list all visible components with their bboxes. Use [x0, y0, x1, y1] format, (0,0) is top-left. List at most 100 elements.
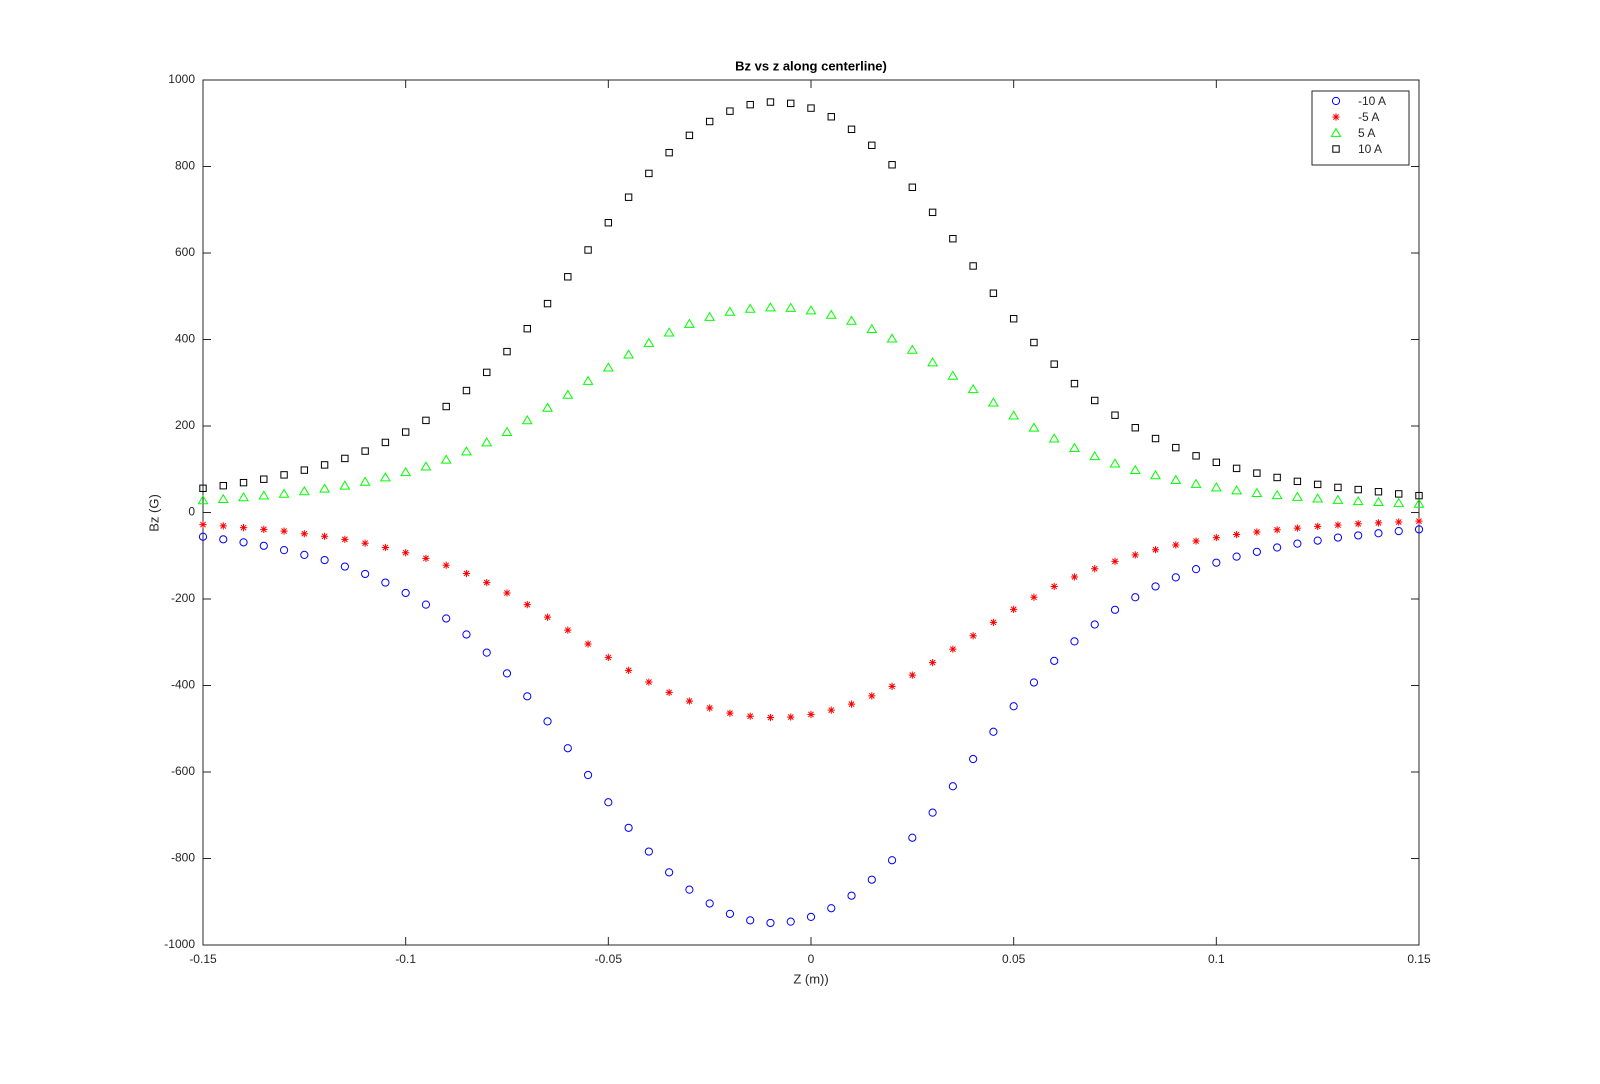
marker-asterisk: [300, 530, 308, 538]
marker-triangle: [238, 491, 250, 502]
marker-triangle: [1170, 474, 1182, 484]
marker-triangle: [683, 318, 695, 328]
marker-circle: [198, 532, 208, 541]
marker-square: [1293, 477, 1302, 486]
marker-triangle: [825, 309, 837, 319]
marker-square: [1395, 490, 1403, 498]
marker-circle: [1171, 573, 1180, 582]
marker-circle: [1029, 678, 1039, 687]
marker-circle: [1212, 558, 1221, 567]
marker-asterisk: [969, 632, 977, 640]
marker-asterisk: [989, 618, 997, 626]
marker-asterisk: [706, 704, 714, 712]
x-tick-label: 0.1: [1208, 952, 1225, 966]
marker-triangle: [1332, 494, 1344, 504]
marker-square: [199, 484, 207, 492]
marker-circle: [665, 868, 674, 877]
marker-asterisk: [442, 561, 450, 569]
marker-triangle: [805, 305, 817, 315]
marker-asterisk: [807, 710, 815, 719]
marker-asterisk: [766, 713, 775, 722]
marker-square: [888, 161, 896, 169]
marker-square: [1212, 458, 1221, 467]
marker-triangle: [947, 370, 959, 380]
marker-square: [766, 98, 775, 106]
marker-circle: [1151, 582, 1160, 591]
marker-circle: [219, 535, 228, 544]
marker-triangle: [724, 306, 736, 316]
marker-circle: [563, 744, 572, 753]
marker-asterisk: [584, 640, 592, 648]
marker-triangle: [987, 397, 999, 407]
marker-asterisk: [1293, 524, 1301, 532]
x-tick-label: -0.15: [189, 952, 217, 966]
marker-triangle: [906, 344, 918, 354]
marker-square: [908, 183, 917, 191]
marker-circle: [786, 917, 795, 926]
marker-square: [604, 219, 613, 227]
y-tick-label: 800: [175, 159, 195, 173]
marker-circle: [989, 727, 998, 736]
marker-triangle: [1312, 493, 1324, 503]
marker-circle: [239, 538, 248, 547]
marker-triangle: [298, 485, 310, 496]
marker-triangle: [1413, 498, 1425, 508]
marker-triangle: [927, 357, 939, 367]
marker-asterisk: [847, 700, 856, 708]
marker-asterisk: [868, 692, 876, 700]
marker-triangle: [764, 302, 776, 312]
marker-triangle: [643, 337, 655, 347]
marker-asterisk: [1253, 528, 1261, 536]
marker-square: [705, 117, 714, 126]
marker-triangle: [1372, 496, 1384, 507]
marker-square: [543, 299, 552, 308]
marker-triangle: [967, 383, 979, 394]
marker-circle: [1293, 539, 1302, 548]
marker-square: [1273, 473, 1281, 482]
marker-circle: [766, 918, 775, 928]
marker-circle: [969, 754, 978, 764]
marker-square: [807, 104, 815, 112]
marker-circle: [847, 891, 856, 900]
y-tick-label: 200: [175, 418, 195, 432]
marker-square: [1172, 443, 1180, 452]
marker-circle: [1374, 529, 1383, 538]
marker-triangle: [623, 349, 635, 359]
marker-circle: [462, 630, 471, 639]
marker-asterisk: [280, 527, 288, 535]
marker-circle: [1009, 702, 1018, 711]
y-tick-label: -1000: [164, 937, 195, 951]
marker-circle: [523, 692, 532, 701]
marker-circle: [259, 541, 268, 550]
marker-triangle: [1089, 450, 1101, 461]
marker-square: [1050, 360, 1058, 368]
marker-asterisk: [645, 678, 653, 686]
marker-circle: [806, 912, 816, 921]
marker-asterisk: [239, 524, 248, 532]
marker-triangle: [562, 389, 574, 399]
marker-triangle: [197, 495, 209, 505]
marker-asterisk: [321, 532, 329, 540]
marker-square: [1192, 452, 1200, 460]
marker-asterisk: [1334, 521, 1342, 529]
marker-triangle: [1352, 495, 1364, 506]
marker-square: [1334, 483, 1342, 492]
marker-circle: [401, 588, 410, 598]
marker-circle: [279, 546, 289, 555]
marker-square: [260, 475, 268, 483]
marker-square: [726, 107, 734, 115]
marker-triangle: [319, 483, 331, 493]
marker-square: [1009, 315, 1018, 323]
marker-square: [1253, 469, 1261, 477]
marker-triangle: [1231, 485, 1243, 495]
marker-asterisk: [787, 713, 795, 721]
marker-triangle: [217, 493, 229, 503]
marker-square: [665, 148, 673, 157]
marker-square: [401, 428, 410, 436]
marker-asterisk: [462, 569, 471, 578]
marker-circle: [1090, 620, 1099, 629]
marker-triangle: [359, 476, 371, 486]
marker-circle: [1070, 637, 1079, 646]
marker-square: [1374, 488, 1383, 496]
